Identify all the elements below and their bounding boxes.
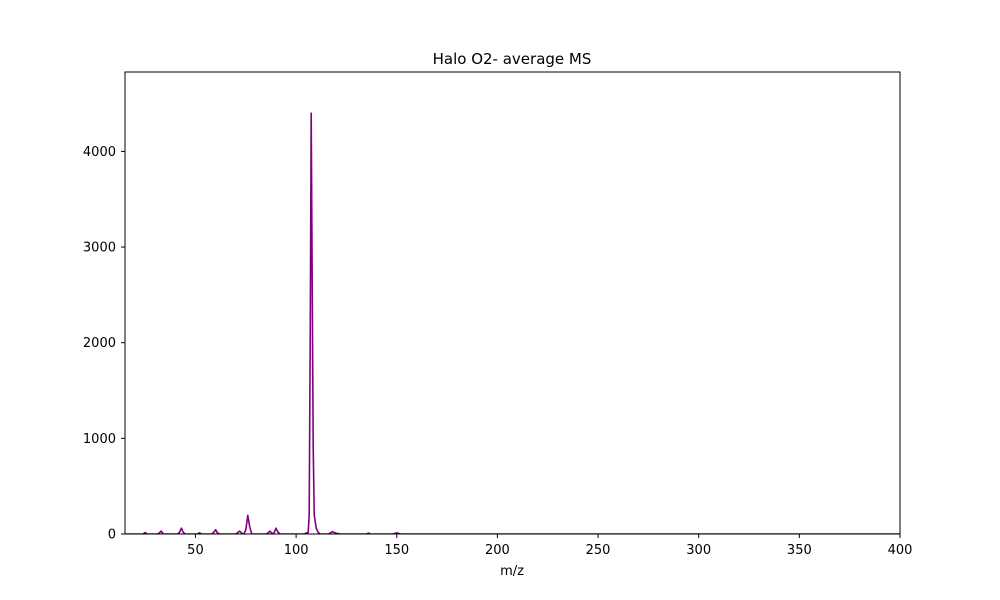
y-tick-label: 3000 — [83, 241, 116, 256]
x-tick-label: 350 — [787, 543, 812, 558]
x-tick-label: 250 — [586, 543, 611, 558]
x-tick-label: 200 — [485, 543, 510, 558]
y-tick-label: 2000 — [83, 336, 116, 351]
x-axis: 50 100 150 200 250 300 350 400 — [187, 534, 912, 558]
x-axis-label: m/z — [500, 564, 524, 579]
x-tick-label: 300 — [686, 543, 711, 558]
y-tick-label: 0 — [108, 528, 116, 543]
x-tick-label: 50 — [187, 543, 204, 558]
plot-frame — [124, 71, 901, 535]
x-tick-label: 400 — [888, 543, 913, 558]
y-tick-label: 1000 — [83, 432, 116, 447]
x-tick-label: 150 — [384, 543, 409, 558]
plot-area — [124, 71, 901, 535]
y-axis: 0 1000 2000 3000 4000 — [83, 145, 125, 543]
x-tick-label: 100 — [284, 543, 309, 558]
chart-title: Halo O2- average MS — [433, 50, 592, 68]
y-tick-label: 4000 — [83, 145, 116, 160]
series-line-0 — [125, 112, 900, 534]
